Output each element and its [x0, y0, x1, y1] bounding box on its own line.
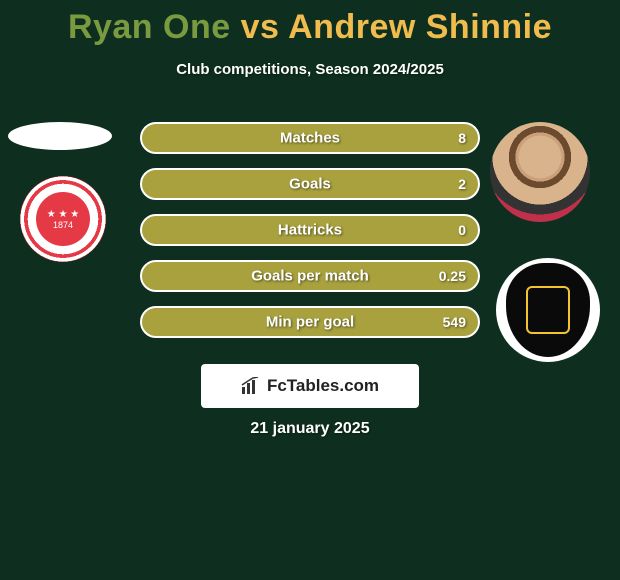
stat-row-mpg: Min per goal 549: [140, 306, 480, 338]
stat-label: Hattricks: [142, 222, 478, 239]
stat-row-goals: Goals 2: [140, 168, 480, 200]
brand-text: FcTables.com: [267, 376, 379, 396]
stat-row-gpm: Goals per match 0.25: [140, 260, 480, 292]
stat-label: Goals per match: [142, 268, 478, 285]
stat-label: Min per goal: [142, 314, 478, 331]
stat-label: Matches: [142, 130, 478, 147]
brand-badge[interactable]: FcTables.com: [201, 364, 419, 408]
page-title: Ryan One vs Andrew Shinnie: [0, 0, 620, 47]
player1-name: Ryan One: [68, 8, 231, 46]
stat-row-hattricks: Hattricks 0: [140, 214, 480, 246]
player2-name: Andrew Shinnie: [288, 8, 552, 46]
vs-text: vs: [241, 8, 280, 46]
date-text: 21 january 2025: [0, 420, 620, 438]
stats-container: Matches 8 Goals 2 Hattricks 0 Goals per …: [0, 122, 620, 352]
stat-right-value: 2: [458, 176, 466, 192]
stat-label: Goals: [142, 176, 478, 193]
stat-right-value: 549: [443, 314, 466, 330]
stat-row-matches: Matches 8: [140, 122, 480, 154]
stat-right-value: 0: [458, 222, 466, 238]
subtitle: Club competitions, Season 2024/2025: [0, 61, 620, 78]
chart-icon: [241, 377, 261, 395]
stat-right-value: 8: [458, 130, 466, 146]
stat-right-value: 0.25: [439, 268, 466, 284]
